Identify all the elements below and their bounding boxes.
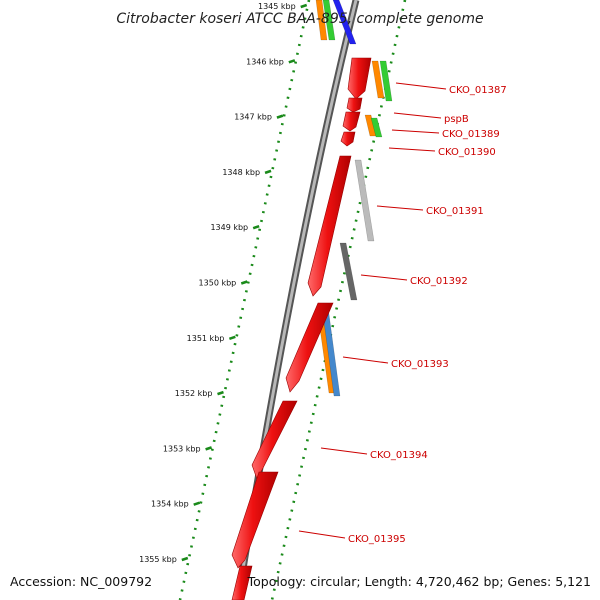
scale-tick: [240, 280, 248, 285]
gene-label: CKO_01393: [391, 359, 449, 370]
scale-tick: [288, 59, 296, 64]
gene-arrow: [342, 111, 361, 132]
scale-tick: [264, 169, 272, 175]
leader-line: [342, 356, 389, 364]
leader-line: [391, 129, 440, 134]
scale-tick: [217, 390, 224, 396]
gene-label: CKO_01395: [348, 534, 406, 545]
scale-tick: [228, 335, 236, 341]
gene-label: CKO_01391: [426, 206, 484, 217]
scale-label: 1352 kbp: [175, 389, 213, 398]
scale-labels: 1345 kbp 1346 kbp 1347 kbp 1348 kbp 1349 kbp…: [139, 2, 296, 564]
scale-label: 1351 kbp: [187, 334, 225, 343]
scale-label: 1354 kbp: [151, 500, 189, 509]
scale-label: 1348 kbp: [222, 168, 260, 177]
gene-label: CKO_01390: [438, 147, 496, 158]
feature-bar: [370, 117, 383, 138]
gene-label: pspB: [444, 114, 469, 125]
gene-track: [231, 57, 372, 600]
scale-ticks: [181, 3, 308, 562]
gene-labels: CKO_01387 pspB CKO_01389 CKO_01390 CKO_01391…: [348, 85, 507, 545]
scale-label: 1355 kbp: [139, 555, 177, 564]
scale-label: 1349 kbp: [210, 223, 248, 232]
gene-label: CKO_01389: [442, 129, 500, 140]
gene-arrow: [340, 131, 356, 147]
gene-arrow: [285, 302, 334, 393]
feature-bar: [379, 60, 393, 102]
leader-line: [393, 112, 442, 119]
scale-tick: [252, 224, 260, 230]
feature-bar: [332, 0, 357, 45]
gene-label: CKO_01394: [370, 450, 428, 461]
scale-tick: [205, 446, 213, 451]
gene-arrow: [347, 57, 372, 100]
leader-line: [376, 205, 424, 211]
feature-bar: [315, 0, 328, 41]
scale-dotted-line: [178, 0, 407, 600]
feature-bar: [322, 0, 336, 41]
gene-label: CKO_01392: [410, 276, 468, 287]
gene-label: CKO_01387: [449, 85, 507, 96]
feature-bar: [354, 159, 375, 242]
scale-label: 1346 kbp: [246, 57, 284, 66]
feature-bar: [339, 242, 358, 301]
leader-line: [360, 274, 408, 281]
label-leader-lines: [298, 82, 447, 539]
leader-line: [388, 147, 436, 152]
leader-line: [395, 82, 447, 90]
scale-label: 1345 kbp: [258, 2, 296, 11]
feature-bar: [371, 60, 385, 99]
gene-arrow: [251, 400, 298, 480]
topology-text: Topology: circular; Length: 4,720,462 bp…: [247, 574, 591, 589]
scale-tick: [276, 114, 284, 119]
scale-label: 1350 kbp: [199, 279, 237, 288]
map-title: Citrobacter koseri ATCC BAA-895, complet…: [116, 11, 483, 27]
leader-line: [320, 447, 368, 455]
scale-tick: [193, 501, 201, 506]
gene-arrow: [231, 471, 279, 569]
accession-text: Accession: NC_009792: [10, 574, 152, 589]
scale-label: 1353 kbp: [163, 444, 201, 453]
outer-dotted-line: [270, 0, 407, 600]
scale-tick: [181, 556, 189, 562]
gene-arrow: [346, 97, 363, 113]
gene-arrow: [231, 565, 253, 600]
inner-dotted-line: [178, 0, 311, 600]
scale-tick: [300, 3, 308, 9]
gene-arrow: [307, 155, 352, 297]
feature-track: [315, 0, 393, 397]
scale-label: 1347 kbp: [234, 113, 272, 122]
leader-line: [298, 530, 346, 539]
